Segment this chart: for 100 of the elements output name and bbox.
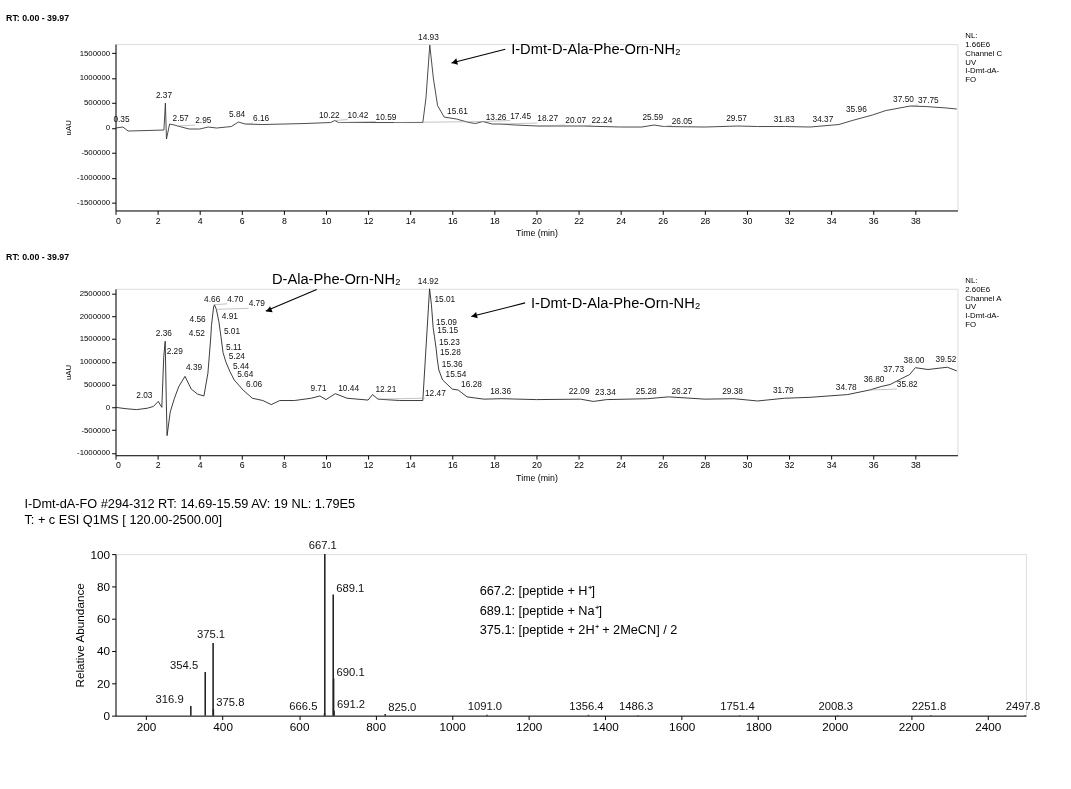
x-tick-label: 30 bbox=[742, 460, 753, 471]
annotation: 375.1 bbox=[196, 628, 226, 641]
chart-subtitle: T: + c ESI Q1MS [ 120.00-2500.00] bbox=[24, 511, 223, 527]
annotation: 5.44 bbox=[232, 360, 250, 371]
annotation: 1356.4 bbox=[569, 699, 604, 712]
x-tick-label: 38 bbox=[910, 460, 921, 471]
x-tick-label: 2400 bbox=[975, 719, 1002, 733]
annotation: 31.79 bbox=[772, 385, 795, 396]
annotation: 6.16 bbox=[253, 113, 270, 124]
chart-title: I-Dmt-dA-FO #294-312 RT: 14.69-15.59 AV: 19 NL: 1.79E5 bbox=[24, 496, 356, 512]
annotation: 691.2 bbox=[336, 697, 366, 710]
y-tick-label: 100 bbox=[90, 547, 111, 561]
x-tick-label: 1800 bbox=[745, 719, 773, 733]
annotation: 2.57 bbox=[172, 113, 190, 124]
x-tick-label: 24 bbox=[616, 460, 627, 471]
y-axis-title: uAU bbox=[64, 364, 74, 381]
x-tick-label: 16 bbox=[447, 460, 458, 471]
annotation: 15.54 bbox=[445, 369, 467, 380]
annotation: 667.2: [peptide + H⁺] bbox=[479, 583, 596, 599]
x-axis-title: Time (min) bbox=[516, 473, 558, 484]
annotation: 10.44 bbox=[338, 382, 360, 393]
x-tick-label: 200 bbox=[136, 719, 157, 733]
annotation: 2.36 bbox=[155, 328, 173, 339]
x-tick-label: 6 bbox=[239, 460, 245, 471]
text: RT: 0.00 - 39.97 bbox=[6, 12, 70, 23]
x-tick-label: 12 bbox=[363, 215, 374, 226]
x-tick-label: 600 bbox=[289, 719, 310, 733]
annotation: 316.9 bbox=[155, 693, 184, 706]
annotation: 4.39 bbox=[185, 362, 203, 373]
x-tick-label: 4 bbox=[197, 460, 203, 471]
x-tick-label: 28 bbox=[700, 460, 711, 471]
x-tick-label: 36 bbox=[868, 460, 879, 471]
annotation: 1751.4 bbox=[720, 700, 755, 713]
annotation: 666.5 bbox=[289, 700, 318, 713]
annotation: 37.50 bbox=[893, 94, 915, 105]
annotation: 667.1 bbox=[308, 539, 337, 552]
annotation: 4.56 bbox=[189, 314, 207, 325]
y-axis-title: Relative Abundance bbox=[72, 583, 86, 688]
y-tick-label: -1500000 bbox=[77, 198, 111, 208]
text: RT: 0.00 - 39.97 bbox=[6, 252, 70, 263]
annotation: 34.37 bbox=[812, 113, 834, 124]
y-tick-label: 0 bbox=[105, 402, 111, 412]
annotation: 37.75 bbox=[917, 95, 940, 106]
annotation: 10.22 bbox=[318, 109, 341, 120]
x-tick-label: 22 bbox=[574, 215, 585, 226]
x-tick-label: 18 bbox=[489, 460, 500, 471]
annotation: 20.07 bbox=[565, 115, 587, 126]
x-tick-label: 22 bbox=[574, 460, 585, 471]
annotation: 10.59 bbox=[375, 111, 397, 122]
y-tick-label: 80 bbox=[97, 579, 111, 593]
annotation: 15.15 bbox=[437, 325, 459, 336]
annotation: 689.1 bbox=[336, 581, 365, 594]
annotation: 2.37 bbox=[155, 90, 173, 101]
x-tick-label: 16 bbox=[447, 215, 458, 226]
annotation: I-Dmt-D-Ala-Phe-Orn-NH₂ bbox=[530, 294, 701, 311]
x-tick-label: 34 bbox=[826, 215, 837, 226]
annotation: 354.5 bbox=[169, 659, 199, 672]
annotation: 38.00 bbox=[903, 354, 925, 365]
y-tick-label: 1500000 bbox=[79, 334, 111, 344]
y-axis-title: uAU bbox=[64, 119, 74, 136]
annotation: 17.45 bbox=[510, 110, 532, 121]
x-tick-label: 2 bbox=[155, 460, 161, 471]
annotation: 39.52 bbox=[935, 354, 957, 365]
y-tick-label: 0 bbox=[103, 709, 111, 723]
x-tick-label: 26 bbox=[658, 215, 669, 226]
text: NL: 1.66E6 Channel C UV I-Dmt-dA- FO bbox=[965, 31, 1003, 85]
y-tick-label: 2000000 bbox=[79, 311, 111, 321]
y-tick-label: 20 bbox=[97, 676, 111, 690]
annotation: 15.28 bbox=[440, 347, 462, 358]
annotation: 15.09 bbox=[436, 316, 458, 327]
annotation: 14.93 bbox=[418, 32, 440, 43]
x-tick-label: 14 bbox=[405, 215, 416, 226]
x-tick-label: 38 bbox=[910, 215, 921, 226]
annotation: 25.59 bbox=[642, 112, 664, 123]
annotation: 2251.8 bbox=[911, 700, 947, 713]
annotation: 22.09 bbox=[568, 386, 590, 397]
y-tick-label: 2500000 bbox=[79, 288, 111, 298]
annotation: 2.03 bbox=[136, 390, 153, 401]
y-tick-label: 1000000 bbox=[79, 73, 111, 83]
annotation: 4.70 bbox=[227, 293, 244, 304]
x-tick-label: 1400 bbox=[592, 719, 620, 733]
y-tick-label: 40 bbox=[97, 644, 111, 658]
annotation: 375.1: [peptide + 2H⁺ + 2MeCN] / 2 bbox=[479, 622, 678, 638]
x-tick-label: 14 bbox=[405, 460, 416, 471]
y-tick-label: 1500000 bbox=[79, 48, 111, 58]
annotation: 690.1 bbox=[336, 665, 365, 678]
annotation: 5.64 bbox=[237, 369, 254, 380]
x-tick-label: 1600 bbox=[669, 719, 696, 733]
annotation: 15.01 bbox=[434, 293, 456, 304]
annotation: 15.23 bbox=[439, 337, 461, 348]
x-tick-label: 8 bbox=[281, 215, 287, 226]
annotation: 375.8 bbox=[216, 696, 245, 709]
annotation: 23.34 bbox=[595, 386, 617, 397]
annotation: 15.61 bbox=[447, 106, 469, 117]
annotation: 1486.3 bbox=[618, 700, 654, 713]
annotation: 2.95 bbox=[195, 115, 212, 126]
x-tick-label: 28 bbox=[700, 215, 711, 226]
annotation: 26.05 bbox=[671, 115, 693, 126]
annotation: 825.0 bbox=[388, 701, 417, 714]
x-tick-label: 4 bbox=[197, 215, 203, 226]
